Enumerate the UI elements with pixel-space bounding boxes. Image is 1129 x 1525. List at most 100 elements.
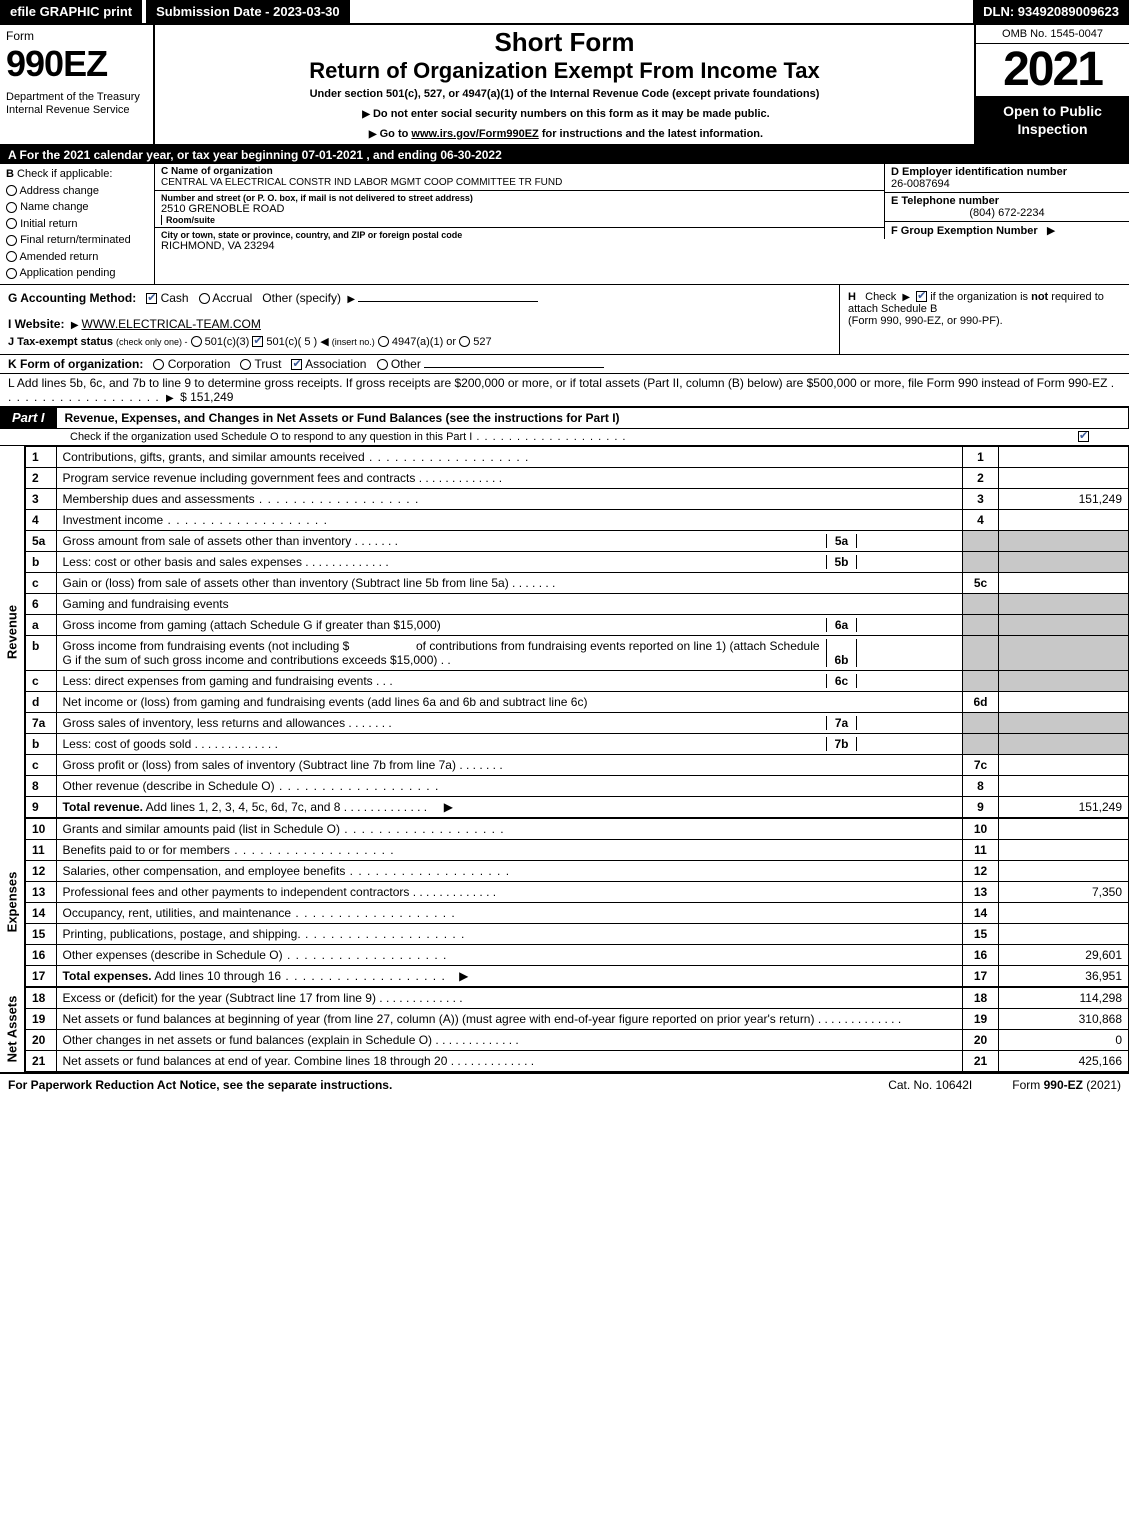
tax-exempt-row: J Tax-exempt status (check only one) - 5… xyxy=(8,335,831,348)
note1-text: Do not enter social security numbers on … xyxy=(373,108,770,120)
section-d: D Employer identification number 26-0087… xyxy=(884,164,1129,193)
part1-header: Part I Revenue, Expenses, and Changes in… xyxy=(0,407,1129,429)
checkbox-cash[interactable] xyxy=(146,293,157,304)
department: Department of the Treasury Internal Reve… xyxy=(6,91,147,117)
line-5b: bLess: cost or other basis and sales exp… xyxy=(26,551,1129,572)
b-item: Name change xyxy=(20,201,89,213)
section-k: K Form of organization: Corporation Trus… xyxy=(0,355,1129,374)
checkbox-initial-return[interactable] xyxy=(6,218,17,229)
footer-notice: For Paperwork Reduction Act Notice, see … xyxy=(8,1078,392,1092)
j-501c3: 501(c)(3) xyxy=(205,336,250,348)
part1-title: Revenue, Expenses, and Changes in Net As… xyxy=(57,408,1128,428)
side-label-netassets: Net Assets xyxy=(0,987,26,1072)
checkbox-amended[interactable] xyxy=(6,251,17,262)
e-label: E Telephone number xyxy=(891,195,1123,207)
line-6c: cLess: direct expenses from gaming and f… xyxy=(26,670,1129,691)
line-14: 14Occupancy, rent, utilities, and mainte… xyxy=(26,902,1129,923)
j-527: 527 xyxy=(473,336,491,348)
dln: DLN: 93492089009623 xyxy=(973,0,1129,23)
city-row: City or town, state or province, country… xyxy=(155,228,884,254)
line-4: 4Investment income4 xyxy=(26,509,1129,530)
arrow-icon: ▶ xyxy=(1047,225,1055,237)
section-e: E Telephone number (804) 672-2234 xyxy=(884,193,1129,222)
line-1: 1Contributions, gifts, grants, and simil… xyxy=(26,446,1129,467)
line-7c: cGross profit or (loss) from sales of in… xyxy=(26,754,1129,775)
efile-label[interactable]: efile GRAPHIC print xyxy=(0,0,142,23)
arrow-icon xyxy=(163,390,177,404)
radio-assoc[interactable] xyxy=(291,359,302,370)
other-specify-line xyxy=(358,301,538,302)
radio-corp[interactable] xyxy=(153,359,164,370)
street-label: Number and street (or P. O. box, if mail… xyxy=(161,193,878,203)
k-assoc: Association xyxy=(305,357,366,371)
b-item: Final return/terminated xyxy=(20,234,131,246)
checkbox-schedule-b[interactable] xyxy=(916,291,927,302)
f-label: F Group Exemption Number xyxy=(891,225,1038,237)
line-12: 12Salaries, other compensation, and empl… xyxy=(26,860,1129,881)
line-13: 13Professional fees and other payments t… xyxy=(26,881,1129,902)
checkbox-address-change[interactable] xyxy=(6,185,17,196)
arrow-icon xyxy=(366,128,380,140)
k-trust: Trust xyxy=(255,357,282,371)
line-9: 9Total revenue. Total revenue. Add lines… xyxy=(26,796,1129,817)
org-name: CENTRAL VA ELECTRICAL CONSTR IND LABOR M… xyxy=(161,177,878,188)
website-row: I Website: WWW.ELECTRICAL-TEAM.COM xyxy=(8,317,831,331)
note2-post: for instructions and the latest informat… xyxy=(539,128,763,140)
city-value: RICHMOND, VA 23294 xyxy=(161,240,878,252)
arrow-icon xyxy=(344,291,358,305)
section-l: L Add lines 5b, 6c, and 7b to line 9 to … xyxy=(0,374,1129,407)
expenses-table: 10Grants and similar amounts paid (list … xyxy=(26,818,1129,987)
radio-other[interactable] xyxy=(377,359,388,370)
checkbox-pending[interactable] xyxy=(6,268,17,279)
section-bcdef: B Check if applicable: Address change Na… xyxy=(0,164,1129,285)
room-label: Room/suite xyxy=(166,215,261,225)
submission-date: Submission Date - 2023-03-30 xyxy=(146,0,350,23)
radio-4947[interactable] xyxy=(378,336,389,347)
line-6d: dNet income or (loss) from gaming and fu… xyxy=(26,691,1129,712)
top-bar: efile GRAPHIC print Submission Date - 20… xyxy=(0,0,1129,25)
radio-501c[interactable] xyxy=(252,336,263,347)
note-link: Go to www.irs.gov/Form990EZ for instruct… xyxy=(163,128,966,140)
b-item: Amended return xyxy=(19,251,98,263)
org-name-row: C Name of organization CENTRAL VA ELECTR… xyxy=(155,164,884,191)
checkbox-accrual[interactable] xyxy=(199,293,210,304)
checkbox-name-change[interactable] xyxy=(6,202,17,213)
k-corp: Corporation xyxy=(168,357,231,371)
section-f: F Group Exemption Number ▶ xyxy=(884,222,1129,239)
netassets-table: 18Excess or (deficit) for the year (Subt… xyxy=(26,987,1129,1072)
part1-check-o: Check if the organization used Schedule … xyxy=(0,429,1129,446)
line-5c: cGain or (loss) from sale of assets othe… xyxy=(26,572,1129,593)
header-mid: Short Form Return of Organization Exempt… xyxy=(155,25,974,144)
efile-text: efile GRAPHIC xyxy=(10,4,100,19)
line-18: 18Excess or (deficit) for the year (Subt… xyxy=(26,987,1129,1008)
radio-trust[interactable] xyxy=(240,359,251,370)
irs-link[interactable]: www.irs.gov/Form990EZ xyxy=(411,128,538,140)
phone-value: (804) 672-2234 xyxy=(891,207,1123,219)
print-link[interactable]: print xyxy=(103,4,132,19)
i-label: I Website: xyxy=(8,317,64,331)
b-item: Address change xyxy=(19,185,99,197)
form-label: Form xyxy=(6,29,147,43)
checkbox-schedule-o[interactable] xyxy=(1078,431,1089,442)
h-text4: (Form 990, 990-EZ, or 990-PF). xyxy=(848,315,1003,327)
section-gh: G Accounting Method: Cash Accrual Other … xyxy=(0,285,1129,355)
section-c: C Name of organization CENTRAL VA ELECTR… xyxy=(155,164,884,284)
line-7a: 7aGross sales of inventory, less returns… xyxy=(26,712,1129,733)
b-check-label: Check if applicable: xyxy=(17,168,112,180)
revenue-table: 1Contributions, gifts, grants, and simil… xyxy=(26,446,1129,818)
line-10: 10Grants and similar amounts paid (list … xyxy=(26,818,1129,839)
checkbox-final-return[interactable] xyxy=(6,235,17,246)
subtitle: Under section 501(c), 527, or 4947(a)(1)… xyxy=(163,88,966,100)
radio-527[interactable] xyxy=(459,336,470,347)
accrual-label: Accrual xyxy=(212,291,252,305)
street-row: Number and street (or P. O. box, if mail… xyxy=(155,191,884,228)
street-value: 2510 GRENOBLE ROAD xyxy=(161,203,878,215)
section-h: H Check if the organization is not requi… xyxy=(839,285,1129,354)
radio-501c3[interactable] xyxy=(191,336,202,347)
accounting-method: G Accounting Method: Cash Accrual Other … xyxy=(8,291,831,305)
line-11: 11Benefits paid to or for members11 xyxy=(26,839,1129,860)
website-value[interactable]: WWW.ELECTRICAL-TEAM.COM xyxy=(82,317,261,331)
ein-value: 26-0087694 xyxy=(891,178,1123,190)
note-ssn: Do not enter social security numbers on … xyxy=(163,108,966,120)
line-15: 15Printing, publications, postage, and s… xyxy=(26,923,1129,944)
